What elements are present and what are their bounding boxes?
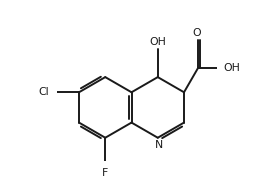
Text: O: O bbox=[193, 28, 201, 38]
Text: OH: OH bbox=[224, 63, 240, 73]
Text: OH: OH bbox=[149, 37, 166, 47]
Text: N: N bbox=[155, 140, 163, 150]
Text: Cl: Cl bbox=[39, 87, 49, 97]
Text: F: F bbox=[102, 167, 109, 177]
